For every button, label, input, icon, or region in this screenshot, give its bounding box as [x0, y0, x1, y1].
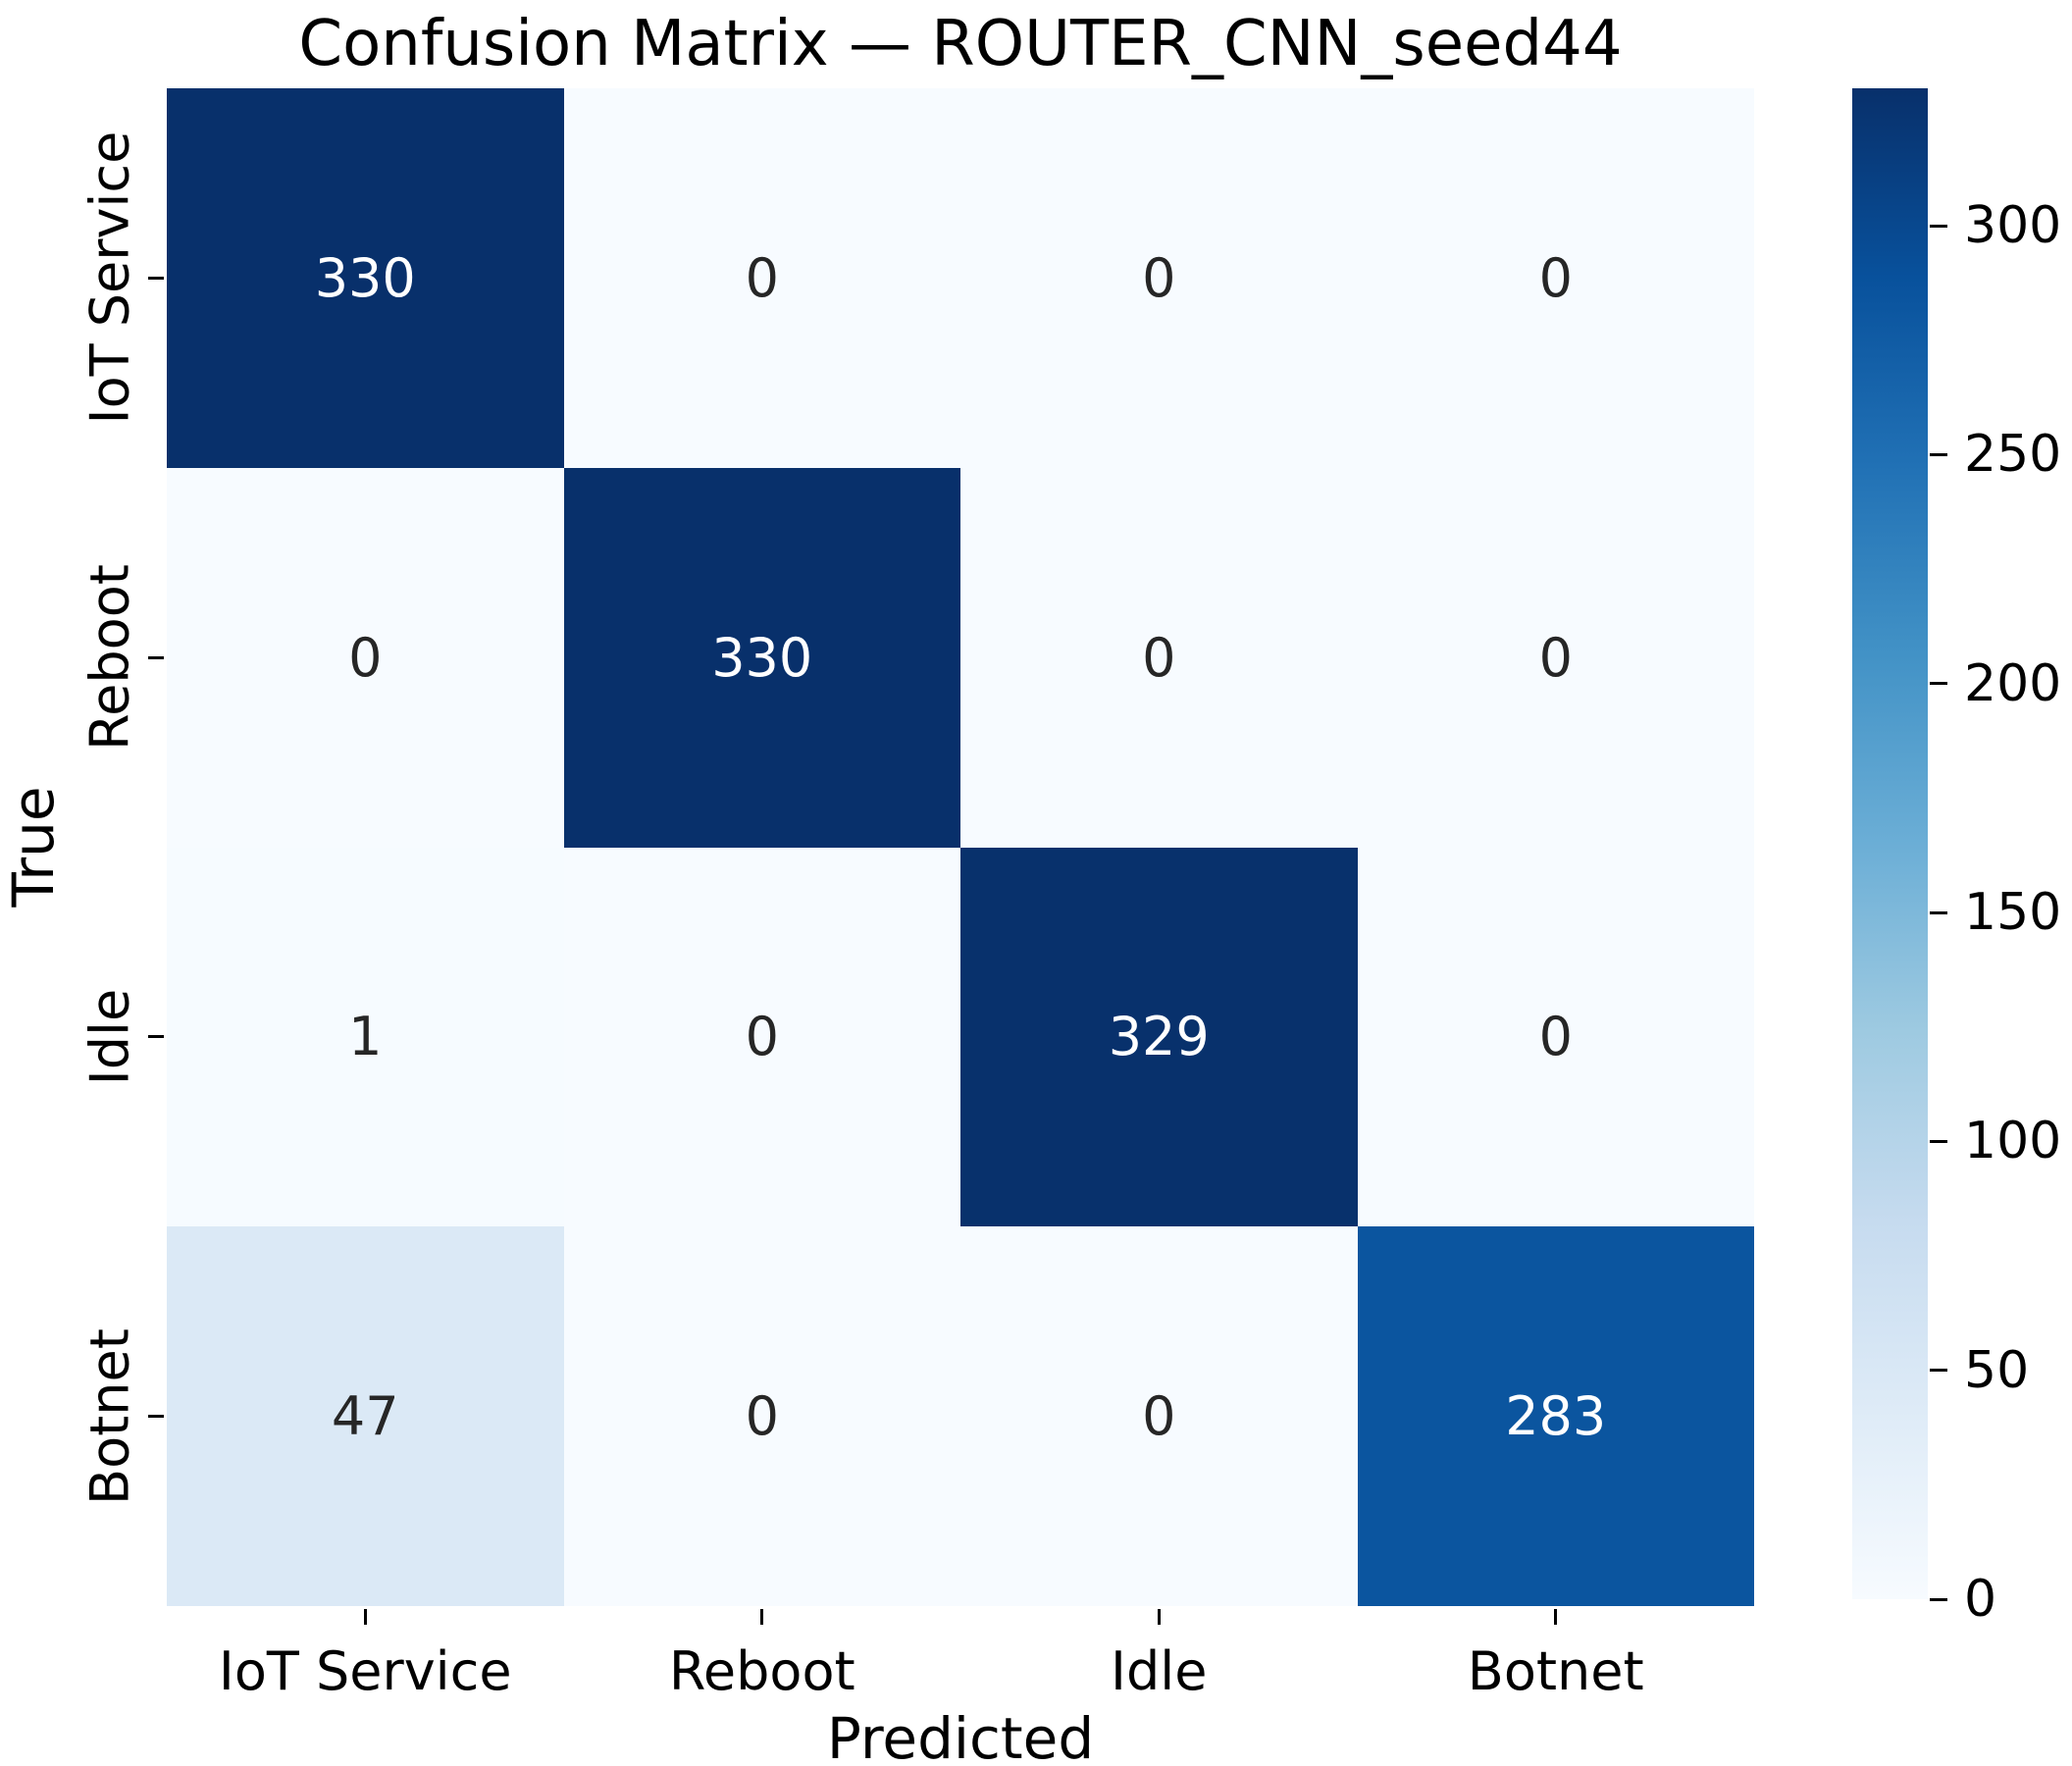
heatmap-cell: 329: [960, 847, 1358, 1227]
heatmap-cell: 330: [563, 467, 960, 848]
tick-mark: [1930, 1139, 1947, 1143]
tick-mark: [1157, 1609, 1161, 1625]
tick-mark: [1930, 1597, 1947, 1601]
heatmap-cell: 47: [167, 1226, 564, 1606]
heatmap-cell: 283: [1357, 1226, 1754, 1606]
tick-mark: [1930, 224, 1947, 228]
heatmap-cell: 0: [563, 847, 960, 1227]
colorbar-tick-label: 300: [1964, 196, 2062, 255]
x-tick-label: Reboot: [668, 1640, 855, 1702]
tick-mark: [148, 1415, 164, 1419]
heatmap-cell: 1: [167, 847, 564, 1227]
tick-mark: [1554, 1609, 1558, 1625]
heatmap-cell: 0: [960, 1226, 1358, 1606]
y-tick-label: IoT Service: [78, 131, 141, 425]
y-tick-label: Botnet: [78, 1327, 141, 1505]
tick-mark: [1930, 910, 1947, 914]
tick-mark: [148, 655, 164, 659]
tick-mark: [760, 1609, 764, 1625]
tick-mark: [363, 1609, 367, 1625]
x-tick-label: IoT Service: [218, 1640, 512, 1702]
colorbar-tick-label: 0: [1964, 1570, 1997, 1629]
x-tick-label: Botnet: [1467, 1640, 1644, 1702]
heatmap-cell: 0: [167, 467, 564, 848]
colorbar-tick-label: 250: [1964, 425, 2062, 485]
tick-mark: [1930, 1369, 1947, 1373]
heatmap-cell: 0: [960, 467, 1358, 848]
heatmap-cell: 330: [167, 88, 564, 468]
y-tick-label: Reboot: [78, 564, 141, 752]
colorbar-tick-label: 150: [1964, 883, 2062, 942]
tick-mark: [1930, 682, 1947, 686]
colorbar-tick-label: 100: [1964, 1112, 2062, 1171]
colorbar-gradient: [1852, 88, 1928, 1599]
heatmap-cell: 0: [1357, 847, 1754, 1227]
chart-title: Confusion Matrix — ROUTER_CNN_seed44: [298, 8, 1623, 80]
tick-mark: [148, 1035, 164, 1039]
y-axis-label: True: [0, 786, 67, 908]
tick-mark: [148, 276, 164, 280]
x-tick-label: Idle: [1111, 1640, 1208, 1702]
heatmap-cell: 0: [563, 1226, 960, 1606]
colorbar-tick-label: 200: [1964, 653, 2062, 713]
heatmap-cell: 0: [1357, 88, 1754, 468]
heatmap-cell: 0: [960, 88, 1358, 468]
y-tick-label: Idle: [78, 988, 141, 1086]
x-axis-label: Predicted: [826, 1705, 1095, 1766]
heatmap-cell: 0: [1357, 467, 1754, 848]
tick-mark: [1930, 452, 1947, 456]
heatmap-cell: 0: [563, 88, 960, 468]
colorbar-tick-label: 50: [1964, 1340, 2030, 1400]
heatmap-grid: 330 0 0 0 0 330 0 0 1 0 329 0 47 0 0 283: [167, 88, 1754, 1606]
